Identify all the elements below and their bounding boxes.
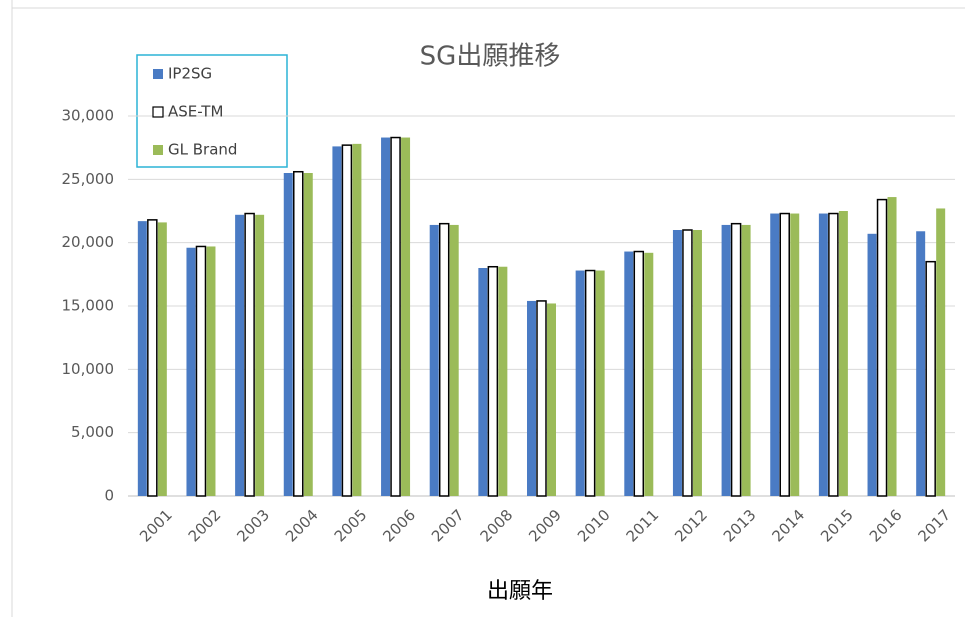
bar bbox=[818, 213, 828, 497]
bar bbox=[925, 260, 936, 497]
legend-swatch bbox=[153, 69, 163, 79]
bar bbox=[887, 197, 897, 497]
bar bbox=[487, 265, 499, 497]
bar bbox=[235, 214, 245, 497]
y-tick-label: 5,000 bbox=[71, 423, 114, 441]
y-tick-label: 15,000 bbox=[62, 297, 115, 315]
legend-label: ASE-TM bbox=[168, 103, 223, 121]
legend-swatch bbox=[153, 145, 163, 155]
y-tick-label: 0 bbox=[104, 487, 114, 505]
bar bbox=[244, 212, 255, 497]
bar bbox=[429, 224, 439, 496]
bar bbox=[137, 221, 147, 496]
bar bbox=[332, 146, 342, 496]
bar bbox=[682, 229, 693, 497]
bar bbox=[838, 211, 848, 496]
bar bbox=[828, 212, 839, 497]
bar bbox=[936, 208, 946, 496]
bar bbox=[741, 224, 751, 496]
bar bbox=[527, 300, 536, 496]
bar bbox=[381, 137, 391, 497]
chart-title: SG出願推移 bbox=[420, 42, 561, 72]
bar bbox=[478, 268, 488, 496]
bar bbox=[547, 303, 556, 496]
y-tick-label: 30,000 bbox=[62, 107, 115, 125]
bar bbox=[401, 137, 411, 497]
legend-swatch bbox=[152, 106, 164, 118]
bar bbox=[147, 219, 158, 497]
y-tick-label: 10,000 bbox=[62, 360, 115, 378]
bar bbox=[867, 233, 877, 497]
bar bbox=[644, 252, 654, 496]
bar bbox=[624, 251, 634, 496]
bar bbox=[157, 222, 167, 496]
bar bbox=[195, 245, 207, 497]
bar bbox=[283, 173, 293, 496]
x-axis-title: 出願年 bbox=[487, 579, 553, 604]
bar bbox=[584, 269, 596, 497]
legend-label: GL Brand bbox=[168, 141, 237, 159]
bar bbox=[770, 213, 780, 497]
bar bbox=[498, 266, 508, 496]
bar bbox=[633, 250, 645, 497]
y-tick-label: 20,000 bbox=[62, 233, 115, 251]
bar bbox=[293, 170, 304, 497]
bar bbox=[390, 136, 401, 497]
bar bbox=[672, 230, 682, 496]
legend-label: IP2SG bbox=[168, 65, 212, 83]
bar bbox=[730, 222, 742, 497]
bar bbox=[303, 173, 313, 496]
bar bbox=[255, 214, 265, 497]
bar bbox=[692, 230, 702, 496]
bar bbox=[438, 222, 450, 497]
bar bbox=[721, 224, 731, 496]
bar bbox=[575, 270, 585, 496]
bar bbox=[595, 270, 605, 496]
bar bbox=[876, 198, 888, 497]
bar bbox=[206, 246, 216, 496]
bar bbox=[536, 300, 547, 497]
bar bbox=[449, 224, 459, 496]
bar bbox=[341, 144, 353, 497]
bar bbox=[352, 143, 362, 496]
bar bbox=[186, 247, 196, 496]
bar bbox=[790, 213, 800, 497]
bar bbox=[916, 231, 926, 496]
bar bbox=[779, 212, 790, 497]
y-tick-label: 25,000 bbox=[62, 170, 115, 188]
